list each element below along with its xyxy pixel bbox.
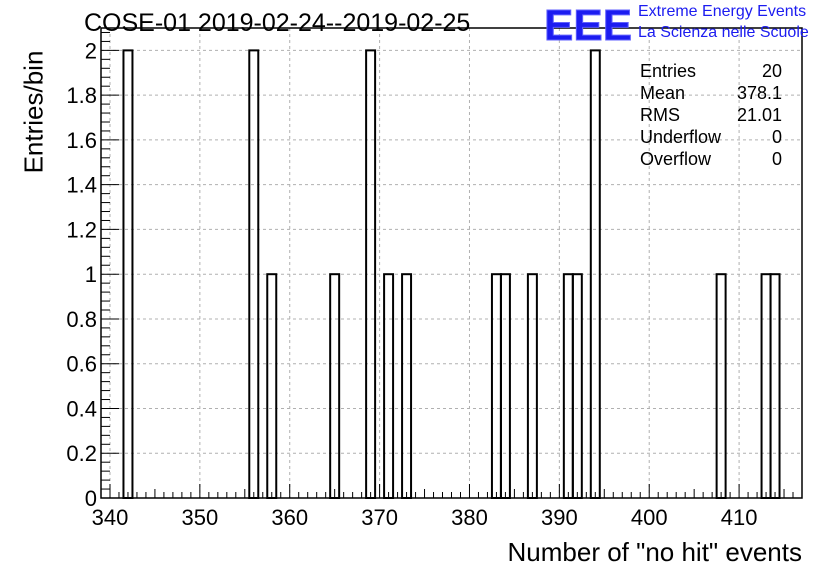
histogram-bar <box>266 273 278 500</box>
stat-label: RMS <box>640 105 680 125</box>
y-tick-label: 0.8 <box>66 307 97 332</box>
histogram-bar <box>769 273 781 500</box>
stat-label: Entries <box>640 61 697 81</box>
x-tick-label: 360 <box>271 505 308 530</box>
histogram-bar <box>526 273 538 500</box>
stat-value: 0 <box>771 149 782 169</box>
histogram-bar <box>760 273 772 500</box>
histogram-bar <box>329 273 341 500</box>
stat-value: 0 <box>771 127 782 147</box>
histogram-bar <box>715 273 727 500</box>
stat-row-entries: Entries 20 <box>640 60 782 82</box>
y-tick-label: 1.2 <box>66 217 97 242</box>
x-tick-label: 380 <box>451 505 488 530</box>
x-tick-label: 410 <box>721 505 758 530</box>
y-tick-label: 1.8 <box>66 83 97 108</box>
y-tick-label: 0.6 <box>66 352 97 377</box>
y-tick-label: 1 <box>85 262 97 287</box>
y-tick-label: 1.6 <box>66 128 97 153</box>
stat-label: Overflow <box>640 149 712 169</box>
y-tick-label: 0 <box>85 486 97 511</box>
stat-value: 21.01 <box>736 105 782 125</box>
stat-row-overflow: Overflow 0 <box>640 148 782 170</box>
x-tick-label: 340 <box>92 505 129 530</box>
stats-box: Entries 20 Mean 378.1 RMS 21.01 Underflo… <box>640 60 782 170</box>
stat-row-underflow: Underflow 0 <box>640 126 782 148</box>
x-axis-label: Number of "no hit" events <box>507 537 803 567</box>
x-tick-label: 390 <box>541 505 578 530</box>
stat-value: 378.1 <box>736 83 782 103</box>
y-tick-label: 0.2 <box>66 441 97 466</box>
stat-value: 20 <box>761 61 782 81</box>
chart-title: COSE-01 2019-02-24--2019-02-25 <box>84 9 471 37</box>
x-tick-label: 350 <box>181 505 218 530</box>
eee-logo: EEE <box>544 2 633 46</box>
histogram-bar <box>562 273 574 500</box>
y-tick-label: 0.4 <box>66 396 97 421</box>
x-tick-label: 400 <box>631 505 668 530</box>
logo-line-1: Extreme Energy Events <box>638 3 807 20</box>
logo-line-2: La Scienza nelle Scuole <box>638 24 809 41</box>
stat-row-mean: Mean 378.1 <box>640 82 782 104</box>
histogram-bar <box>383 273 395 500</box>
x-tick-label: 370 <box>361 505 398 530</box>
stat-label: Mean <box>640 83 686 103</box>
histogram-bar <box>490 273 502 500</box>
histogram-bar <box>401 273 413 500</box>
y-tick-label: 2 <box>85 38 97 63</box>
histogram-bar <box>499 273 511 500</box>
histogram-bar <box>571 273 583 500</box>
y-tick-label: 1.4 <box>66 173 97 198</box>
stat-row-rms: RMS 21.01 <box>640 104 782 126</box>
logo-mark: EEE <box>544 2 632 46</box>
stat-label: Underflow <box>640 127 722 147</box>
y-axis-label: Entries/bin <box>18 50 49 174</box>
